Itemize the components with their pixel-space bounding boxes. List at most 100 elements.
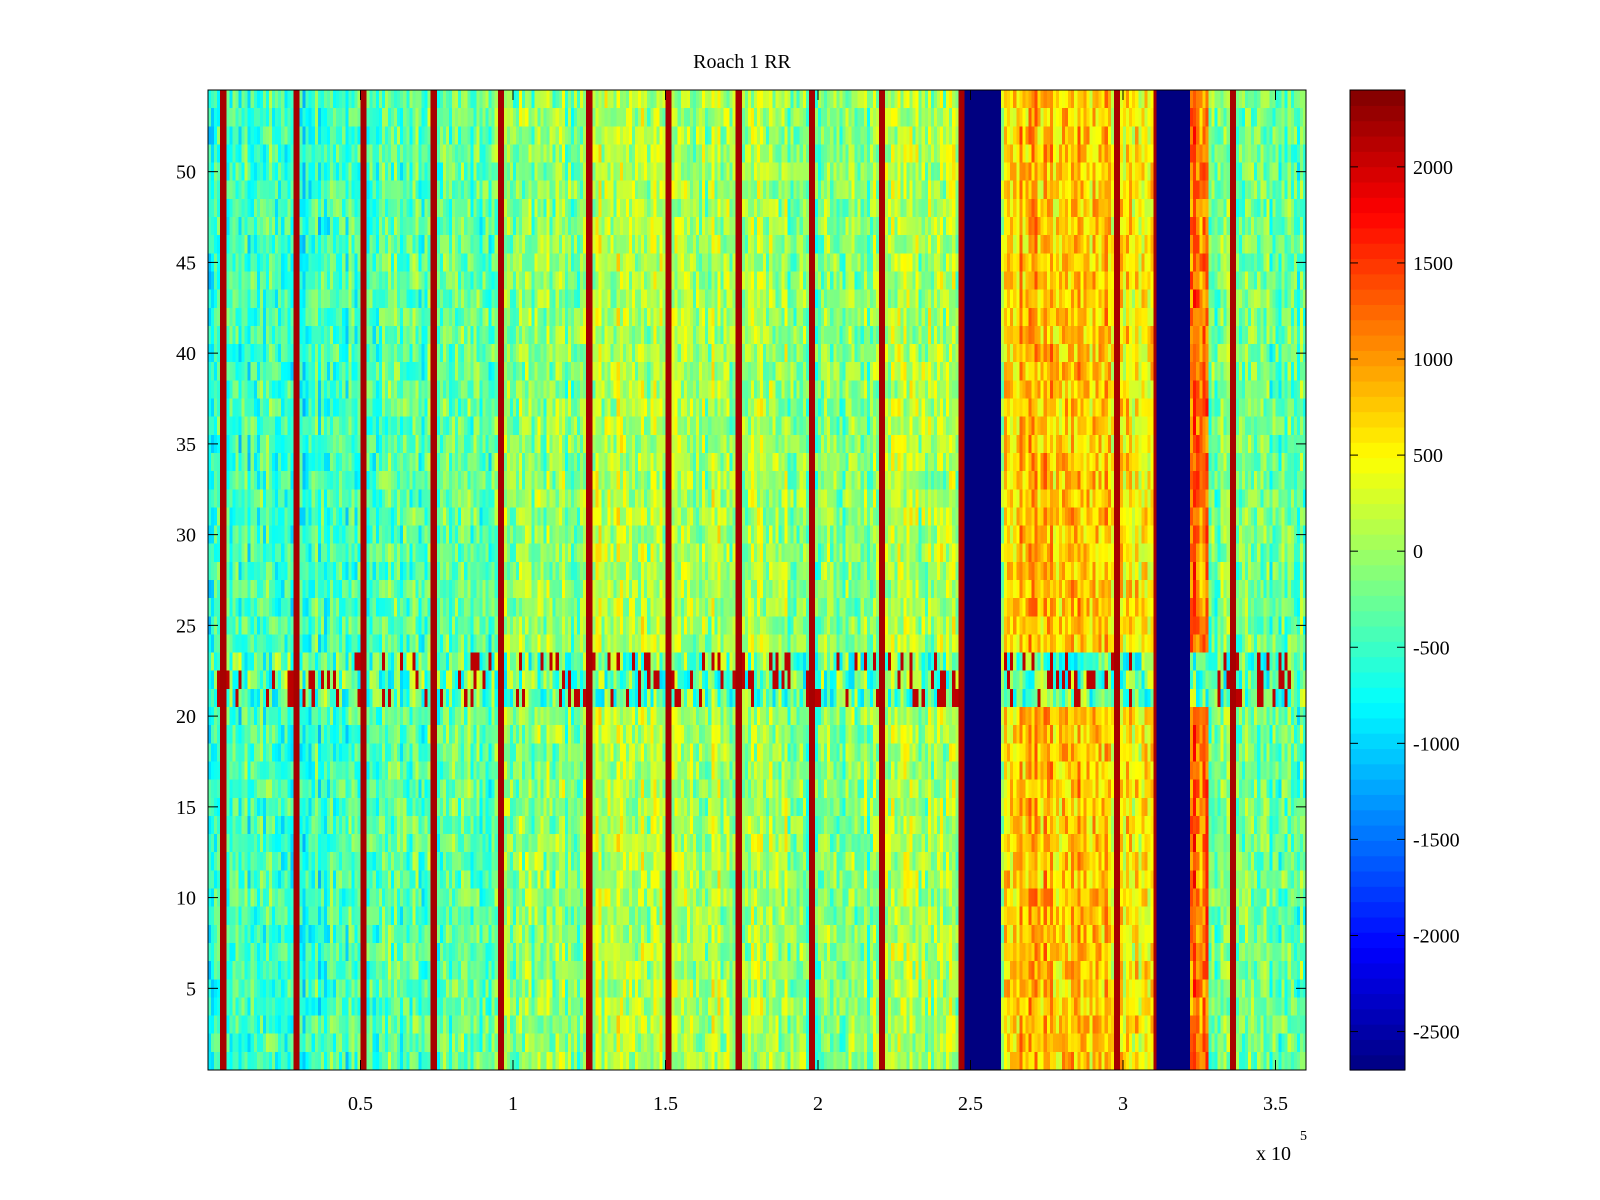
colorbar-swatch — [1350, 947, 1405, 964]
colorbar-frame — [1349, 89, 1406, 1071]
colorbar-swatch — [1350, 411, 1405, 428]
colorbar-tick-label: 0 — [1413, 541, 1423, 563]
colorbar-swatch — [1350, 472, 1405, 489]
x-axis-ticks: 0.5 1 1.5 2 2.5 3 3.5 — [348, 90, 1288, 1115]
colorbar-swatch — [1350, 794, 1405, 811]
colorbar-swatch — [1350, 886, 1405, 903]
x-tick-label: 3.5 — [1263, 1093, 1288, 1115]
chart-title: Roach 1 RR — [693, 51, 791, 73]
y-tick-label: 40 — [176, 343, 196, 365]
colorbar-tick-label: -2000 — [1413, 925, 1460, 947]
x-tick-label: 2.5 — [958, 1093, 983, 1115]
colorbar-swatch — [1350, 779, 1405, 795]
colorbar-swatch — [1350, 319, 1405, 336]
x-axis-exponent-label: x 10 — [1256, 1143, 1291, 1165]
colorbar-swatch — [1350, 717, 1405, 734]
colorbar-swatch — [1350, 503, 1405, 520]
colorbar-swatch — [1350, 534, 1405, 550]
colorbar-swatch — [1350, 855, 1405, 872]
x-tick-label: 0.5 — [348, 1093, 373, 1115]
x-tick-label: 2 — [813, 1093, 823, 1115]
x-tick-label: 3 — [1118, 1093, 1128, 1115]
colorbar-swatch — [1350, 166, 1405, 183]
x-tick-label: 1.5 — [653, 1093, 678, 1115]
colorbar-swatch — [1350, 825, 1405, 841]
colorbar-swatch — [1350, 212, 1405, 229]
colorbar-swatch — [1350, 625, 1405, 642]
colorbar-swatch — [1350, 1039, 1405, 1056]
colorbar-tick-label: 500 — [1413, 445, 1443, 467]
axes-frame — [207, 89, 1307, 1071]
colorbar — [1350, 90, 1405, 1071]
colorbar-swatch — [1350, 993, 1405, 1010]
colorbar-tick-label: -2500 — [1413, 1022, 1460, 1044]
colorbar-swatch — [1350, 748, 1405, 765]
colorbar-swatch — [1350, 916, 1405, 933]
colorbar-swatch — [1350, 641, 1405, 658]
colorbar-swatch — [1350, 258, 1405, 275]
y-tick-label: 50 — [176, 162, 196, 184]
colorbar-tick-label: 1000 — [1413, 349, 1453, 371]
colorbar-swatch — [1350, 518, 1405, 535]
colorbar-swatch — [1350, 380, 1405, 397]
colorbar-swatch — [1350, 901, 1405, 918]
colorbar-swatch — [1350, 809, 1405, 826]
colorbar-swatch — [1350, 702, 1405, 719]
colorbar-tick-label: 2000 — [1413, 157, 1453, 179]
colorbar-swatch — [1350, 396, 1405, 413]
colorbar-swatch — [1350, 610, 1405, 627]
colorbar-swatch — [1350, 105, 1405, 122]
y-axis-ticks: 5 10 15 20 25 30 35 40 45 50 — [176, 162, 1306, 1000]
colorbar-swatch — [1350, 120, 1405, 137]
x-axis-exponent-superscript: 5 — [1300, 1129, 1307, 1144]
colorbar-swatch — [1350, 365, 1405, 382]
y-tick-label: 20 — [176, 706, 196, 728]
colorbar-swatch — [1350, 227, 1405, 244]
colorbar-swatch — [1350, 671, 1405, 688]
y-tick-label: 35 — [176, 434, 196, 456]
colorbar-swatch — [1350, 687, 1405, 704]
colorbar-swatch — [1350, 763, 1405, 780]
heatmap-cells — [208, 90, 1306, 1070]
colorbar-swatch — [1350, 564, 1405, 581]
colorbar-swatch — [1350, 656, 1405, 673]
heatmap-image — [208, 90, 1306, 1070]
colorbar-swatch — [1350, 350, 1405, 367]
colorbar-swatch — [1350, 151, 1405, 168]
y-tick-label: 25 — [176, 615, 196, 637]
colorbar-swatch — [1350, 932, 1405, 949]
colorbar-swatch — [1350, 1054, 1405, 1071]
y-tick-label: 30 — [176, 525, 196, 547]
colorbar-swatch — [1350, 962, 1405, 979]
colorbar-tick-label: -500 — [1413, 637, 1450, 659]
colorbar-swatch — [1350, 549, 1405, 566]
colorbar-swatch — [1350, 1008, 1405, 1025]
colorbar-swatch — [1350, 273, 1405, 290]
colorbar-ticks: 2000 1500 1000 500 0 -500 -1000 -1500 -2000 -2500 — [1350, 157, 1460, 1044]
colorbar-swatch — [1350, 733, 1405, 750]
colorbar-tick-label: -1500 — [1413, 829, 1460, 851]
y-tick-label: 15 — [176, 797, 196, 819]
colorbar-swatch — [1350, 90, 1405, 106]
colorbar-swatch — [1350, 442, 1405, 459]
colorbar-swatch — [1350, 135, 1405, 152]
colorbar-swatch — [1350, 289, 1405, 305]
colorbar-tick-label: 1500 — [1413, 253, 1453, 275]
colorbar-swatch — [1350, 243, 1405, 260]
colorbar-swatch — [1350, 978, 1405, 995]
colorbar-swatch — [1350, 304, 1405, 321]
colorbar-swatch — [1350, 580, 1405, 596]
y-tick-label: 45 — [176, 252, 196, 274]
colorbar-swatch — [1350, 840, 1405, 857]
colorbar-swatch — [1350, 1024, 1405, 1040]
colorbar-swatch — [1350, 197, 1405, 214]
colorbar-swatch — [1350, 488, 1405, 505]
colorbar-swatch — [1350, 595, 1405, 612]
x-tick-label: 1 — [508, 1093, 518, 1115]
colorbar-swatch — [1350, 426, 1405, 443]
colorbar-swatch — [1350, 457, 1405, 474]
colorbar-swatch — [1350, 181, 1405, 198]
colorbar-swatch — [1350, 335, 1405, 351]
y-tick-label: 10 — [176, 888, 196, 910]
